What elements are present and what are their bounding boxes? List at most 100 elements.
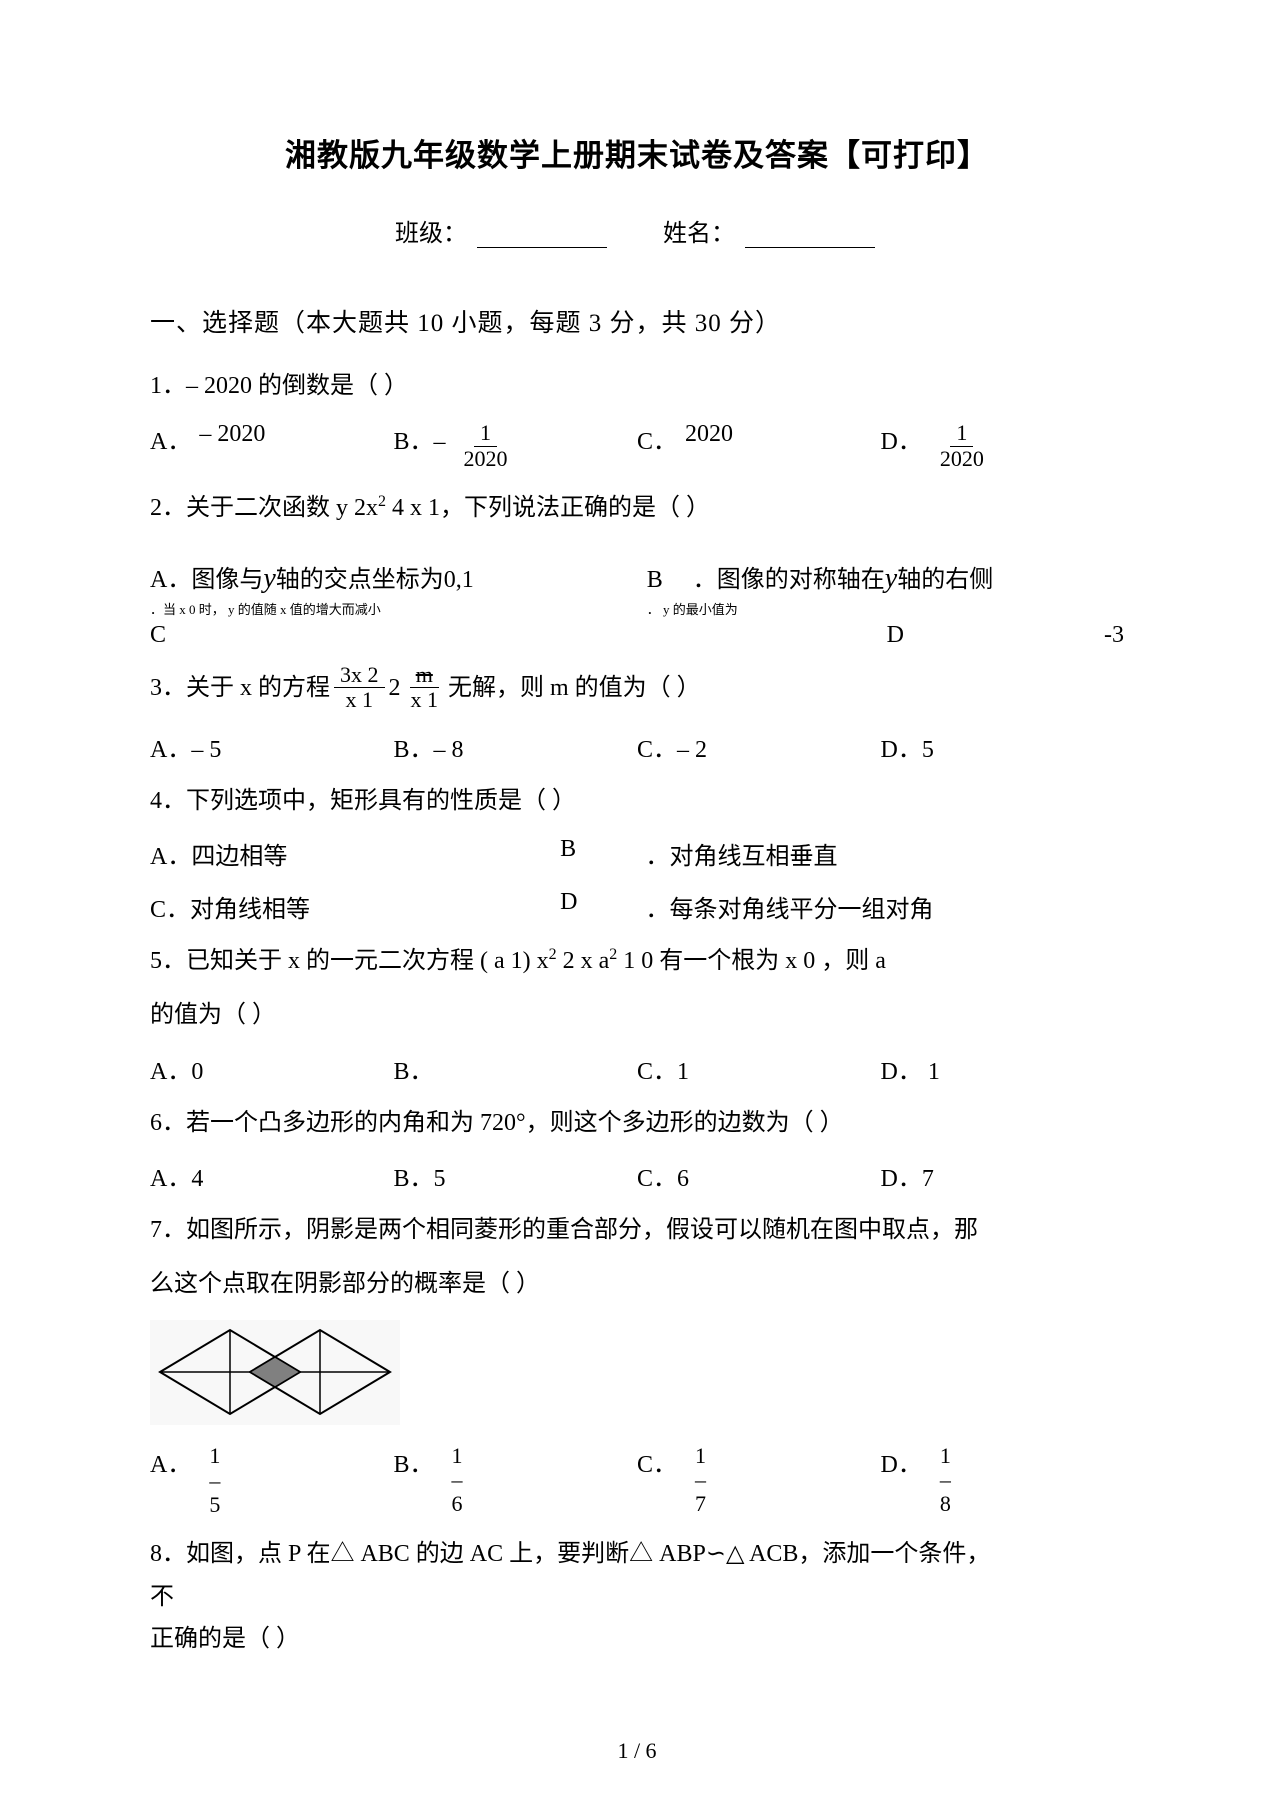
opt-label: A． [150, 1444, 191, 1479]
numerator: 3x 2 [334, 663, 385, 688]
q2-prefix: 2．关于二次函数 y 2x [150, 495, 378, 521]
q5-line1: 5．已知关于 x 的一元二次方程 ( a 1) x2 2 x a2 1 0 有一… [150, 942, 1124, 980]
denominator: 7 [689, 1492, 712, 1516]
q7-option-b: B． 1 – 6 [394, 1444, 638, 1517]
opt-label: D． [881, 1444, 922, 1479]
q2-a-note: ．当 x 0 时， y 的值随 x 值的增大而减小 [150, 599, 627, 618]
fraction: 1 2020 [458, 421, 514, 470]
q2-row-notes: ．当 x 0 时， y 的值随 x 值的增大而减小 ． y 的最小值为 [150, 595, 1124, 618]
opt-label: A． [150, 421, 191, 456]
q7-figure [150, 1320, 1124, 1430]
q6-option-d: D．7 [881, 1158, 1125, 1193]
denominator: 2020 [934, 447, 990, 471]
a-coord: 0,1 [444, 567, 474, 594]
denominator: x 1 [340, 688, 380, 712]
q7-option-a: A． 1 – 5 [150, 1444, 394, 1518]
fraction: 3x 2 x 1 [334, 663, 385, 712]
q3-prefix: 3．关于 x 的方程 [150, 669, 330, 707]
q4-option-a: A． 四边相等 [150, 836, 560, 871]
denominator: x 1 [405, 688, 445, 712]
fraction: 1 – 7 [689, 1444, 712, 1517]
q2-text: 2．关于二次函数 y 2x2 4 x 1，下列说法正确的是（ ） [150, 489, 1124, 527]
name-blank [745, 247, 875, 248]
q6-option-b: B．5 [394, 1158, 638, 1193]
opt-text: 对角线相等 [190, 889, 310, 924]
q7-option-d: D． 1 – 8 [881, 1444, 1125, 1517]
q1-text: 1．– 2020 的倒数是（ ） [150, 367, 1124, 405]
opt-text: – 2020 [199, 421, 265, 448]
q3-option-c: C．– 2 [637, 729, 881, 764]
d-dot: ． [646, 889, 670, 924]
q2-row-ab: A． 图像与 y 轴的交点坐标为 0,1 B ． 图像的对称轴在 y 轴的右侧 [150, 559, 1124, 595]
opt-label: A． [150, 836, 191, 871]
q1-options: A． – 2020 B．– 1 2020 C． 2020 D． 1 2020 [150, 421, 1124, 470]
b-dot: ． [646, 836, 670, 871]
q8-line1: 8．如图，点 P 在△ ABC 的边 AC 上，要判断△ ABP∽△ ACB，添… [150, 1535, 1124, 1573]
q5-option-d: D． 1 [881, 1051, 1125, 1086]
y-var: y [885, 563, 897, 595]
q4-option-b: ． 对角线互相垂直 [646, 836, 1124, 871]
q2-d-val: -3 [904, 622, 1124, 649]
b-dot: ． [693, 559, 717, 594]
a-rest: 轴的交点坐标为 [276, 559, 444, 594]
numerator: 1 [203, 1444, 226, 1468]
q4-options-cd: C． 对角线相等 D ． 每条对角线平分一组对角 [150, 889, 1124, 924]
q1-option-d: D． 1 2020 [881, 421, 1125, 470]
sup-2: 2 [378, 493, 386, 510]
q5-l1c: 1 0 有一个根为 x 0 ，则 a [617, 948, 886, 974]
q3-option-a: A．– 5 [150, 729, 394, 764]
q1-option-b: B．– 1 2020 [394, 421, 638, 470]
section-1-title: 一、选择题（本大题共 10 小题，每题 3 分，共 30 分） [150, 303, 1124, 339]
b-main: 图像的对称轴在 [717, 559, 885, 594]
numerator: 1 [950, 421, 973, 446]
class-label: 班级： [395, 221, 467, 247]
name-label: 姓名： [663, 221, 735, 247]
q1-option-c: C． 2020 [637, 421, 881, 456]
q4-option-d: ． 每条对角线平分一组对角 [646, 889, 1124, 924]
q5-l1a: 5．已知关于 x 的一元二次方程 ( a 1) x [150, 948, 549, 974]
page-number: 1 / 6 [0, 1738, 1274, 1764]
rhombus-overlap-icon [150, 1320, 400, 1425]
denominator: 8 [934, 1492, 957, 1516]
q4-b-label: B [560, 836, 645, 863]
q7-line2: 么这个点取在阴影部分的概率是（ ） [150, 1265, 1124, 1303]
opt-label: B．– [394, 421, 446, 456]
fraction: m x 1 [405, 663, 445, 712]
q4-d-label: D [560, 889, 645, 916]
page-title: 湘教版九年级数学上册期末试卷及答案【可打印】 [150, 130, 1124, 175]
q1-option-a: A． – 2020 [150, 421, 394, 456]
y-var: y [263, 563, 275, 595]
q7-line1: 7．如图所示，阴影是两个相同菱形的重合部分，假设可以随机在图中取点，那 [150, 1211, 1124, 1249]
a-main: 图像与 [191, 559, 263, 594]
q3-option-b: B．– 8 [394, 729, 638, 764]
info-row: 班级： 姓名： [150, 213, 1124, 248]
opt-label: C． [637, 1444, 677, 1479]
numerator: 1 [446, 1444, 469, 1468]
q6-options: A．4 B．5 C．6 D．7 [150, 1158, 1124, 1193]
denominator: 5 [203, 1493, 226, 1517]
opt-label: B [647, 567, 663, 594]
q8-line3: 正确的是（ ） [150, 1620, 1124, 1658]
q4-option-c: C． 对角线相等 [150, 889, 560, 924]
b-rest: 轴的右侧 [897, 559, 993, 594]
q5-line2: 的值为（ ） [150, 996, 1124, 1034]
class-blank [477, 247, 607, 248]
opt-label: C． [637, 421, 677, 456]
q2-c-label: C [150, 622, 166, 649]
q8-line2: 不 [150, 1578, 1124, 1616]
q5-options: A．0 B． C．1 D． 1 [150, 1051, 1124, 1086]
fraction: 1 – 8 [934, 1444, 957, 1517]
numerator: m [410, 663, 439, 688]
opt-text: 每条对角线平分一组对角 [670, 889, 934, 924]
fraction: 1 2020 [934, 421, 990, 470]
q2-mid: 4 x 1，下列说法正确的是（ ） [386, 495, 710, 521]
q3-option-d: D．5 [881, 729, 1125, 764]
opt-label: A． [150, 559, 191, 594]
q5-option-b: B． [394, 1051, 638, 1086]
denominator: 2020 [458, 447, 514, 471]
q3-mid2: 无解，则 m 的值为（ ） [448, 669, 701, 707]
q3-text: 3．关于 x 的方程 3x 2 x 1 2 m x 1 无解，则 m 的值为（ … [150, 663, 1124, 712]
opt-label: B． [394, 1444, 434, 1479]
opt-text: 2020 [685, 421, 733, 448]
q7-option-c: C． 1 – 7 [637, 1444, 881, 1517]
